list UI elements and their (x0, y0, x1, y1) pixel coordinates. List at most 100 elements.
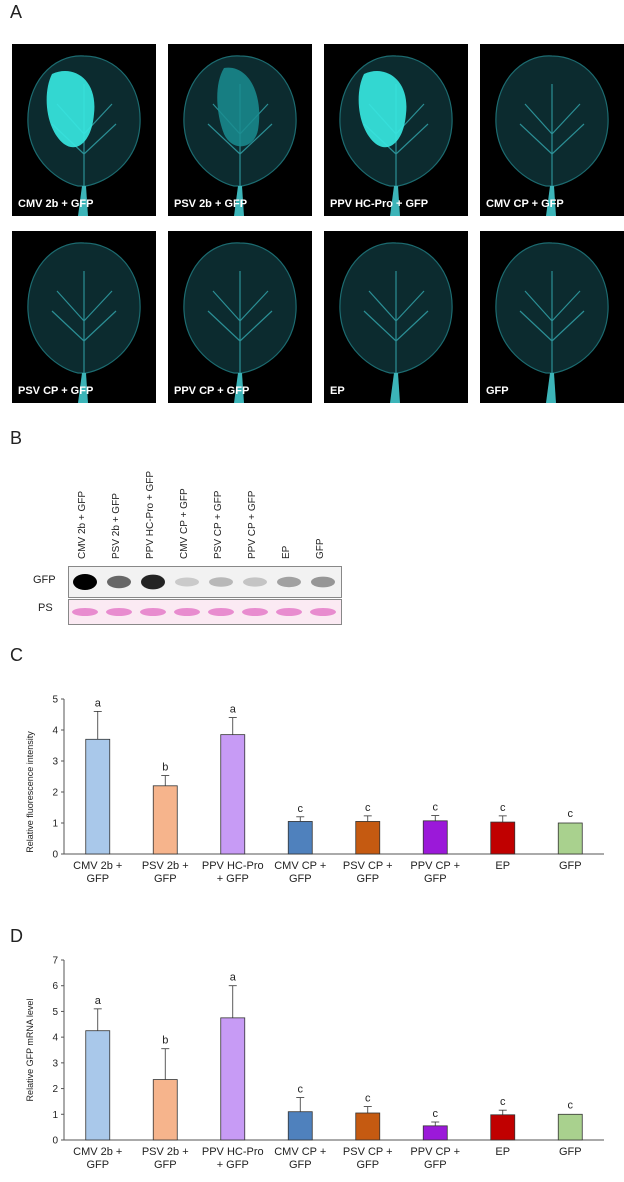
leaf-graphic (183, 242, 297, 403)
leaf-petiole (78, 373, 88, 403)
leaf-petiole (390, 186, 400, 216)
category-label: EP (495, 860, 510, 872)
category-label: GFP (424, 1159, 447, 1170)
bar (490, 1114, 516, 1141)
significance-letter: a (95, 697, 102, 709)
leaf-label: PPV HC-Pro + GFP (330, 198, 429, 210)
gfp-band (209, 577, 233, 587)
mrna-bar-chart: Relative GFP mRNA level 0 1 2 3 4 5 6 7 a CMV 2b … (25, 956, 604, 1170)
category-label: PPV CP + (410, 860, 460, 872)
gfp-fluorescence-patch (358, 71, 407, 148)
y-tick-label: 3 (52, 1058, 58, 1069)
gfp-bands (73, 574, 335, 590)
significance-letter: c (568, 808, 574, 820)
y-tick-label: 0 (52, 1136, 58, 1147)
bar (557, 822, 583, 855)
leaf-label: PPV CP + GFP (174, 385, 250, 397)
leaf-label: CMV 2b + GFP (18, 198, 94, 210)
leaf-image: CMV 2b + GFP (12, 44, 156, 216)
significance-letter: a (230, 972, 237, 984)
significance-letter: c (568, 1099, 574, 1111)
leaf-veins (207, 271, 273, 373)
fluorescence-bar-chart: Relative fluorescence intensity 0 1 2 3 4 5 a C… (25, 695, 604, 885)
ps-band (140, 608, 166, 616)
leaf-petiole (234, 186, 244, 216)
blot-row-label-ps: PS (38, 602, 53, 614)
bar (152, 785, 178, 855)
gfp-band (311, 576, 335, 588)
category-label: CMV 2b + (73, 860, 122, 872)
leaf-petiole (546, 373, 556, 403)
bar (85, 1030, 111, 1141)
significance-letter: c (365, 802, 371, 814)
category-label: EP (495, 1146, 510, 1158)
leaf-graphic (339, 55, 453, 216)
y-tick-label: 4 (52, 1033, 58, 1044)
blot-lane-label: GFP (315, 538, 326, 559)
gfp-band (107, 575, 131, 589)
significance-letter: b (162, 1035, 168, 1047)
leaf-image: CMV CP + GFP (480, 44, 624, 216)
category-label: PSV 2b + (142, 1146, 189, 1158)
y-tick-label: 2 (52, 1084, 58, 1095)
leaf-label: EP (330, 385, 345, 397)
ps-band (106, 608, 132, 616)
leaf-graphic (495, 55, 609, 216)
leaf-graphic (27, 55, 141, 216)
gfp-band (73, 574, 97, 590)
category-label: + GFP (217, 873, 249, 885)
leaf-veins (363, 271, 429, 373)
ps-band (174, 608, 200, 616)
leaf-petiole (78, 186, 88, 216)
blot-lane-label: PSV 2b + GFP (111, 493, 122, 559)
y-tick-label: 3 (52, 757, 58, 768)
bar (422, 1125, 448, 1141)
gfp-band (175, 577, 199, 587)
blot-lane-label: PSV CP + GFP (213, 490, 224, 559)
category-label: CMV CP + (274, 860, 326, 872)
leaf-label: PSV CP + GFP (18, 385, 94, 397)
bar (220, 1017, 246, 1141)
category-label: GFP (86, 873, 109, 885)
ps-band (242, 608, 268, 616)
leaf-label: CMV CP + GFP (486, 198, 564, 210)
ps-band (208, 608, 234, 616)
bar (287, 821, 313, 855)
category-label: PPV HC-Pro (202, 1146, 264, 1158)
gfp-fluorescence-patch (217, 67, 260, 147)
y-tick-label: 1 (52, 1110, 58, 1121)
category-label: CMV 2b + (73, 1146, 122, 1158)
y-tick-label: 0 (52, 850, 58, 861)
category-label: GFP (559, 860, 582, 872)
y-tick-label: 2 (52, 788, 58, 799)
bar (557, 1113, 583, 1141)
bar (355, 1112, 381, 1141)
gfp-blot-strip (68, 566, 342, 598)
leaf-petiole (546, 186, 556, 216)
panel-letter-d: D (10, 926, 23, 946)
y-tick-label: 1 (52, 819, 58, 830)
category-label: PSV CP + (343, 1146, 393, 1158)
blot-lane-label: CMV CP + GFP (179, 488, 190, 559)
blot-row-label-gfp: GFP (33, 574, 56, 586)
blot-lane-label: EP (281, 545, 292, 559)
leaf-image: PSV CP + GFP (12, 231, 156, 403)
bar (422, 820, 448, 855)
gfp-band (277, 576, 301, 588)
gfp-fluorescence-patch (46, 71, 95, 148)
leaf-graphic (495, 242, 609, 403)
y-axis-label: Relative GFP mRNA level (25, 999, 35, 1102)
leaf-veins (519, 84, 585, 186)
leaf-graphic (183, 55, 297, 216)
y-axis-label: Relative fluorescence intensity (25, 731, 35, 853)
bar (287, 1111, 313, 1141)
leaf-image: EP (324, 231, 468, 403)
significance-letter: c (365, 1093, 371, 1105)
panel-letter-b: B (10, 428, 23, 448)
category-label: GFP (424, 873, 447, 885)
leaf-petiole (390, 373, 400, 403)
category-label: PPV HC-Pro (202, 860, 264, 872)
category-label: GFP (559, 1146, 582, 1158)
y-tick-label: 6 (52, 981, 58, 992)
category-label: CMV CP + (274, 1146, 326, 1158)
